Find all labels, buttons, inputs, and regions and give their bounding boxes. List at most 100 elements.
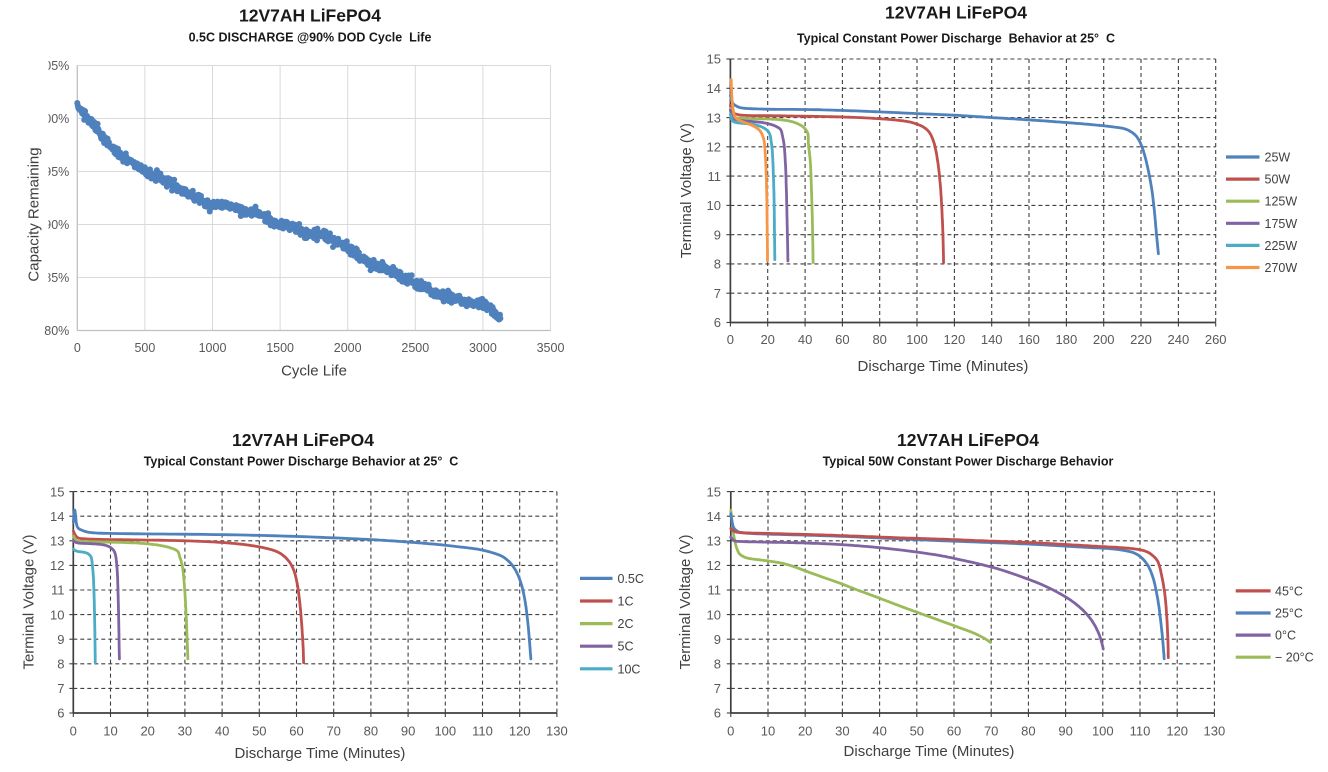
svg-text:105%: 105% xyxy=(37,59,69,73)
svg-text:Discharge Time (Minutes): Discharge Time (Minutes) xyxy=(844,743,1015,760)
svg-text:9: 9 xyxy=(714,632,721,647)
svg-text:50: 50 xyxy=(252,724,266,739)
svg-text:60: 60 xyxy=(289,724,303,739)
svg-text:40: 40 xyxy=(215,724,229,739)
svg-text:7: 7 xyxy=(714,286,721,301)
svg-text:6: 6 xyxy=(714,315,721,330)
svg-text:140: 140 xyxy=(981,332,1003,347)
svg-text:3000: 3000 xyxy=(469,341,497,355)
svg-text:13: 13 xyxy=(707,534,721,549)
svg-text:8: 8 xyxy=(714,257,721,272)
svg-text:110: 110 xyxy=(472,724,493,739)
svg-text:13: 13 xyxy=(50,534,64,549)
svg-text:10C: 10C xyxy=(618,662,641,676)
svg-text:0.5C: 0.5C xyxy=(618,572,644,586)
svg-text:240: 240 xyxy=(1168,332,1190,347)
svg-text:1C: 1C xyxy=(618,595,634,609)
svg-text:85%: 85% xyxy=(44,271,69,285)
svg-text:6: 6 xyxy=(714,706,721,721)
svg-text:0: 0 xyxy=(727,724,734,739)
svg-text:90: 90 xyxy=(1058,724,1072,739)
svg-text:100: 100 xyxy=(434,724,456,739)
svg-text:200: 200 xyxy=(1093,332,1115,347)
svg-text:Capacity Remaining: Capacity Remaining xyxy=(26,147,43,281)
svg-text:0: 0 xyxy=(70,724,77,739)
svg-text:12V7AH LiFePO4: 12V7AH LiFePO4 xyxy=(239,6,381,26)
svg-text:12: 12 xyxy=(707,140,721,155)
svg-text:Terminal Voltage (V): Terminal Voltage (V) xyxy=(677,534,694,669)
svg-text:10: 10 xyxy=(50,607,64,622)
svg-text:11: 11 xyxy=(51,583,65,598)
svg-text:220: 220 xyxy=(1130,332,1152,347)
svg-text:80: 80 xyxy=(872,332,886,347)
svg-text:95%: 95% xyxy=(44,165,69,179)
svg-text:15: 15 xyxy=(707,52,721,67)
svg-text:Discharge Time (Minutes): Discharge Time (Minutes) xyxy=(235,745,406,762)
svg-text:5C: 5C xyxy=(618,640,634,654)
svg-text:130: 130 xyxy=(546,724,568,739)
svg-text:225W: 225W xyxy=(1265,239,1298,253)
svg-text:− 20°C: − 20°C xyxy=(1275,651,1314,665)
svg-text:11: 11 xyxy=(708,169,722,184)
svg-text:Typical 50W Constant Power Dis: Typical 50W Constant Power Discharge Beh… xyxy=(823,455,1114,469)
svg-text:20: 20 xyxy=(760,332,774,347)
svg-text:2500: 2500 xyxy=(401,341,429,355)
svg-text:11: 11 xyxy=(708,583,722,598)
svg-text:90%: 90% xyxy=(44,218,69,232)
svg-text:12: 12 xyxy=(707,558,721,573)
svg-text:8: 8 xyxy=(714,657,721,672)
svg-text:3500: 3500 xyxy=(537,341,565,355)
svg-text:Typical Constant Power Dischar: Typical Constant Power Discharge Behavio… xyxy=(144,455,459,469)
svg-text:120: 120 xyxy=(1166,724,1188,739)
svg-text:90: 90 xyxy=(401,724,415,739)
svg-text:9: 9 xyxy=(714,227,721,242)
svg-text:60: 60 xyxy=(835,332,849,347)
svg-text:0.5C DISCHARGE @90% DOD Cycle: 0.5C DISCHARGE @90% DOD Cycle Life xyxy=(189,31,432,45)
svg-text:14: 14 xyxy=(707,509,721,524)
svg-text:125W: 125W xyxy=(1265,195,1298,209)
svg-text:30: 30 xyxy=(835,724,849,739)
svg-text:7: 7 xyxy=(714,681,721,696)
svg-text:260: 260 xyxy=(1205,332,1227,347)
svg-text:12: 12 xyxy=(50,558,64,573)
svg-text:180: 180 xyxy=(1056,332,1078,347)
svg-text:100: 100 xyxy=(906,332,928,347)
svg-text:10: 10 xyxy=(103,724,117,739)
svg-text:Discharge Time (Minutes): Discharge Time (Minutes) xyxy=(858,358,1029,375)
svg-text:6: 6 xyxy=(57,706,64,721)
svg-text:Terminal Voltage (V): Terminal Voltage (V) xyxy=(21,534,38,669)
svg-text:70: 70 xyxy=(984,724,998,739)
svg-text:2000: 2000 xyxy=(334,341,362,355)
svg-text:100%: 100% xyxy=(37,112,69,126)
svg-text:12V7AH LiFePO4: 12V7AH LiFePO4 xyxy=(232,430,374,450)
svg-text:15: 15 xyxy=(50,484,64,499)
svg-text:120: 120 xyxy=(944,332,966,347)
svg-text:70: 70 xyxy=(326,724,340,739)
svg-text:270W: 270W xyxy=(1265,261,1298,275)
svg-text:45°C: 45°C xyxy=(1275,584,1303,598)
svg-text:175W: 175W xyxy=(1265,217,1298,231)
svg-text:1500: 1500 xyxy=(266,341,294,355)
svg-text:9: 9 xyxy=(57,632,64,647)
svg-text:40: 40 xyxy=(872,724,886,739)
svg-text:80: 80 xyxy=(1021,724,1035,739)
svg-text:14: 14 xyxy=(50,509,64,524)
svg-text:13: 13 xyxy=(707,110,721,125)
svg-text:Typical Constant Power Dischar: Typical Constant Power Discharge Behavio… xyxy=(797,32,1115,46)
svg-text:2C: 2C xyxy=(618,617,634,631)
svg-text:10: 10 xyxy=(707,607,721,622)
svg-text:25W: 25W xyxy=(1265,151,1291,165)
svg-text:110: 110 xyxy=(1130,724,1151,739)
svg-text:1000: 1000 xyxy=(199,341,227,355)
svg-text:50W: 50W xyxy=(1265,173,1291,187)
svg-text:12V7AH LiFePO4: 12V7AH LiFePO4 xyxy=(897,430,1039,450)
svg-text:80%: 80% xyxy=(44,324,69,338)
svg-text:0: 0 xyxy=(74,341,81,355)
svg-text:130: 130 xyxy=(1204,724,1226,739)
svg-text:10: 10 xyxy=(761,724,775,739)
svg-text:60: 60 xyxy=(947,724,961,739)
svg-text:Terminal Voltage (V): Terminal Voltage (V) xyxy=(678,123,695,258)
svg-text:100: 100 xyxy=(1092,724,1114,739)
svg-text:50: 50 xyxy=(910,724,924,739)
svg-text:20: 20 xyxy=(140,724,154,739)
